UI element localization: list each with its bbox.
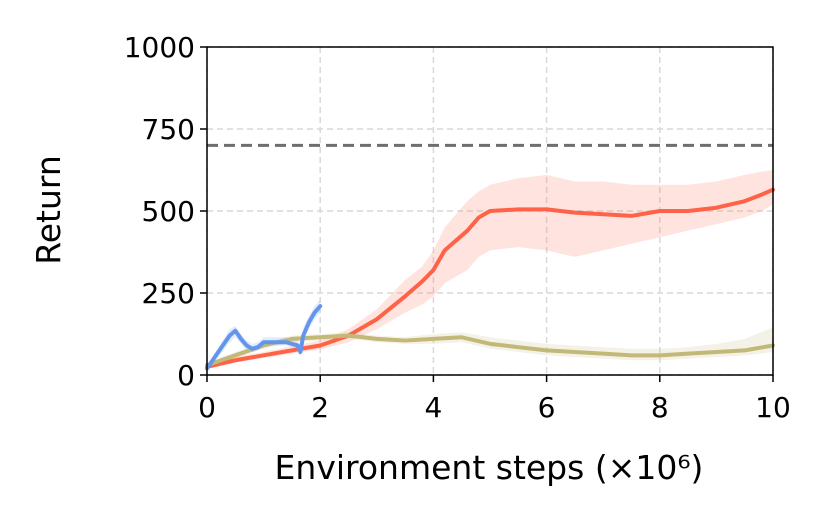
y-tick-label: 500 xyxy=(142,195,195,228)
y-axis-ticks: 0 250 500 750 1000 xyxy=(124,31,207,392)
y-tick-label: 0 xyxy=(177,359,195,392)
x-axis-label: Environment steps (×10⁶) xyxy=(275,448,704,487)
series-1-line xyxy=(205,187,775,369)
series-1-band xyxy=(207,170,773,370)
x-tick-label: 10 xyxy=(755,391,791,424)
x-tick-label: 4 xyxy=(424,391,442,424)
y-tick-label: 750 xyxy=(142,113,195,146)
y-tick-label: 1000 xyxy=(124,31,195,64)
x-tick-label: 8 xyxy=(651,391,669,424)
x-tick-label: 2 xyxy=(311,391,329,424)
y-axis-label: Return xyxy=(29,155,68,265)
x-axis-ticks: 0 2 4 6 8 10 xyxy=(198,375,791,424)
x-tick-label: 0 xyxy=(198,391,216,424)
series-lines xyxy=(205,187,775,371)
y-tick-label: 250 xyxy=(142,277,195,310)
series-3-line xyxy=(205,304,323,371)
x-tick-label: 6 xyxy=(538,391,556,424)
